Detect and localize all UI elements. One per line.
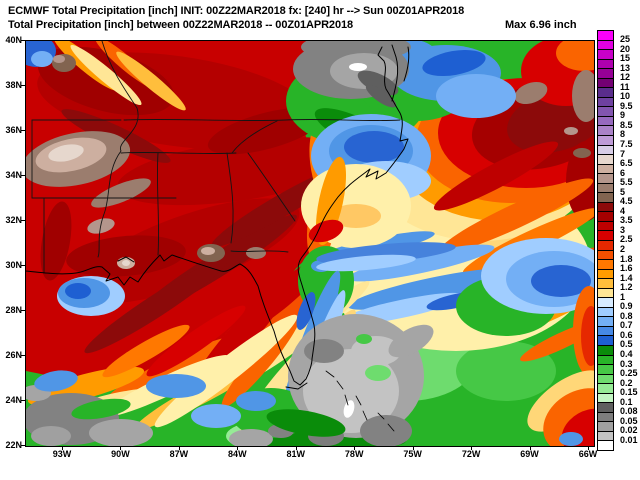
title-line-1: ECMWF Total Precipitation [inch] INIT: 0… (8, 5, 465, 17)
lon-label-90W: 90W (111, 449, 130, 459)
lon-tick (587, 446, 589, 450)
legend-label-0.2: 0.2 (620, 377, 633, 388)
legend-label-0.25: 0.25 (620, 368, 638, 379)
legend-label-0.8: 0.8 (620, 310, 633, 321)
legend-label-0.02: 0.02 (620, 425, 638, 436)
legend-label-2.5: 2.5 (620, 234, 633, 245)
lat-tick (21, 175, 25, 176)
legend-label-3: 3 (620, 224, 626, 235)
lat-label-38N: 38N (5, 79, 22, 90)
lat-tick (21, 400, 25, 401)
lon-tick (412, 446, 414, 450)
legend-label-0.08: 0.08 (620, 406, 638, 417)
legend-label-7.5: 7.5 (620, 139, 633, 150)
lat-label-28N: 28N (5, 304, 22, 315)
lon-label-81W: 81W (286, 449, 306, 459)
lat-label-36N: 36N (5, 124, 22, 135)
title-line-2: Total Precipitation [inch] between 00Z22… (8, 19, 353, 31)
lon-tick (178, 446, 180, 450)
legend-label-0.4: 0.4 (620, 349, 633, 360)
lon-label-69W: 69W (520, 449, 539, 459)
coastline (26, 44, 410, 390)
legend-label-7: 7 (620, 148, 626, 159)
legend-label-1.8: 1.8 (620, 253, 633, 264)
lat-label-26N: 26N (5, 349, 22, 360)
map-frame (25, 40, 595, 447)
lat-tick (21, 85, 25, 86)
legend-swatch-below-min (597, 440, 614, 451)
lat-tick (21, 355, 25, 356)
lon-label-93W: 93W (52, 449, 72, 459)
lon-tick (529, 446, 531, 450)
lat-tick (21, 40, 25, 41)
legend-label-0.1: 0.1 (620, 396, 633, 407)
legend-label-8.5: 8.5 (620, 119, 633, 130)
lon-tick (237, 446, 239, 450)
legend-label-2: 2 (620, 244, 626, 255)
legend-label-1.6: 1.6 (620, 263, 633, 274)
lat-tick (21, 310, 25, 311)
legend-label-8: 8 (620, 129, 626, 140)
legend-label-20: 20 (620, 43, 631, 54)
legend-label-0.01: 0.01 (620, 434, 638, 445)
lat-label-24N: 24N (5, 394, 22, 405)
legend-label-10: 10 (620, 91, 631, 102)
lat-label-40N: 40N (5, 34, 22, 45)
lat-label-22N: 22N (5, 439, 22, 450)
legend-label-1: 1 (620, 291, 626, 302)
legend-label-0.7: 0.7 (620, 320, 633, 331)
legend-label-1.2: 1.2 (620, 282, 633, 293)
max-value-label: Max 6.96 inch (505, 19, 577, 31)
lat-label-34N: 34N (5, 169, 22, 180)
lat-label-30N: 30N (5, 259, 22, 270)
legend-label-12: 12 (620, 72, 631, 83)
legend-label-1.4: 1.4 (620, 272, 633, 283)
lon-label-72W: 72W (461, 449, 481, 459)
legend-label-0.5: 0.5 (620, 339, 633, 350)
lon-label-87W: 87W (169, 449, 189, 459)
lat-tick (21, 130, 25, 131)
lon-tick (354, 446, 356, 450)
lon-tick (471, 446, 473, 450)
legend-label-0.15: 0.15 (620, 387, 638, 398)
legend-label-4: 4 (620, 205, 626, 216)
legend-label-6.5: 6.5 (620, 158, 633, 169)
lon-label-84W: 84W (228, 449, 247, 459)
islands (325, 370, 395, 432)
lon-tick (62, 446, 63, 450)
lat-tick (21, 220, 25, 221)
legend-label-0.3: 0.3 (620, 358, 633, 369)
legend-label-5: 5 (620, 186, 626, 197)
legend-label-5.5: 5.5 (620, 177, 633, 188)
legend-label-0.6: 0.6 (620, 329, 633, 340)
lon-label-75W: 75W (403, 449, 422, 459)
legend-label-15: 15 (620, 53, 631, 64)
lat-label-32N: 32N (5, 214, 22, 225)
legend-label-6: 6 (620, 167, 626, 178)
lat-tick (21, 445, 25, 446)
state-boundaries (31, 41, 401, 274)
legend-label-25: 25 (620, 34, 631, 45)
precipitation-map (26, 41, 594, 446)
lon-label-78W: 78W (344, 449, 364, 459)
lon-label-66W: 66W (578, 449, 598, 459)
legend-label-3.5: 3.5 (620, 215, 633, 226)
legend-label-9.5: 9.5 (620, 100, 633, 111)
lon-tick (120, 446, 122, 450)
precip-field (26, 41, 594, 446)
legend-label-9: 9 (620, 110, 626, 121)
lon-tick (295, 446, 297, 450)
legend-label-11: 11 (620, 81, 630, 92)
legend-label-13: 13 (620, 62, 631, 73)
legend-label-0.05: 0.05 (620, 415, 638, 426)
legend-label-0.9: 0.9 (620, 301, 633, 312)
lat-tick (21, 265, 25, 266)
legend-label-4.5: 4.5 (620, 196, 633, 207)
